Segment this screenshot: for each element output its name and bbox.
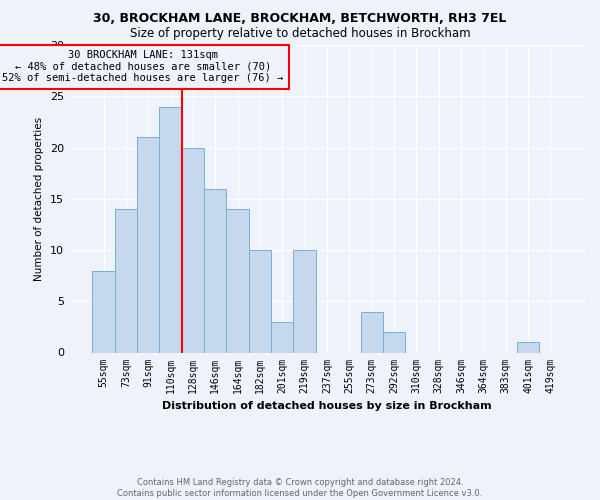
Bar xyxy=(271,322,293,352)
Bar xyxy=(160,106,182,352)
Y-axis label: Number of detached properties: Number of detached properties xyxy=(34,116,44,281)
Text: Contains HM Land Registry data © Crown copyright and database right 2024.
Contai: Contains HM Land Registry data © Crown c… xyxy=(118,478,482,498)
Bar xyxy=(137,137,160,352)
Bar xyxy=(383,332,405,352)
Bar xyxy=(115,209,137,352)
Bar xyxy=(517,342,539,352)
Bar xyxy=(293,250,316,352)
Bar xyxy=(182,148,204,352)
Text: Size of property relative to detached houses in Brockham: Size of property relative to detached ho… xyxy=(130,28,470,40)
Bar xyxy=(92,270,115,352)
Bar xyxy=(204,188,226,352)
Bar xyxy=(226,209,249,352)
Text: 30 BROCKHAM LANE: 131sqm
← 48% of detached houses are smaller (70)
52% of semi-d: 30 BROCKHAM LANE: 131sqm ← 48% of detach… xyxy=(2,50,283,84)
Bar xyxy=(249,250,271,352)
X-axis label: Distribution of detached houses by size in Brockham: Distribution of detached houses by size … xyxy=(162,401,492,411)
Text: 30, BROCKHAM LANE, BROCKHAM, BETCHWORTH, RH3 7EL: 30, BROCKHAM LANE, BROCKHAM, BETCHWORTH,… xyxy=(94,12,506,26)
Bar xyxy=(361,312,383,352)
